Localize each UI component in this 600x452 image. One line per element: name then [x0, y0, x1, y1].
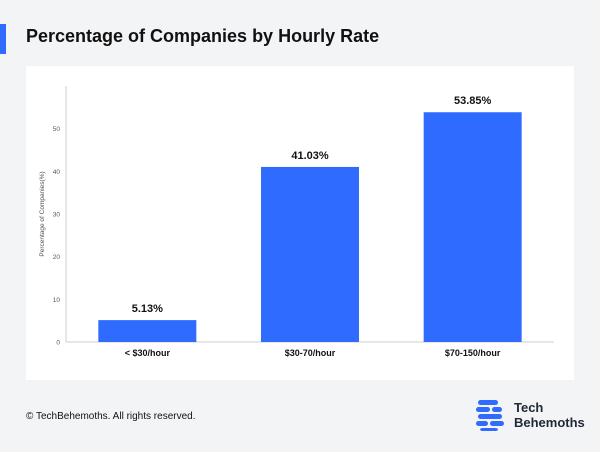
y-tick-label: 10	[53, 297, 61, 304]
page-title: Percentage of Companies by Hourly Rate	[26, 26, 380, 46]
y-tick-label: 50	[53, 126, 61, 133]
x-tick-label: $70-150/hour	[445, 348, 501, 358]
y-tick-label: 40	[53, 169, 61, 176]
y-tick-label: 30	[53, 212, 61, 219]
data-label: 53.85%	[454, 95, 492, 107]
brand-logo: Tech Behemoths	[476, 398, 585, 432]
techbehemoths-logo-icon	[476, 400, 504, 431]
bar	[98, 320, 197, 342]
brand-name-line2: Behemoths	[514, 415, 585, 430]
logo-segment	[490, 421, 504, 426]
bar	[423, 112, 522, 342]
brand-name-line1: Tech	[514, 400, 544, 415]
y-axis-label: Percentage of Companies(%)	[39, 171, 46, 256]
y-tick-label: 0	[56, 340, 60, 347]
data-label: 41.03%	[291, 150, 329, 162]
data-label: 5.13%	[132, 303, 163, 315]
bar-chart: 0 10 20 30 40 50 Percentage of Companies(%) 5.1…	[39, 86, 554, 358]
logo-segment	[492, 407, 502, 412]
logo-segment	[476, 407, 490, 412]
logo-segment	[478, 414, 502, 419]
chart-card: 0 10 20 30 40 50 Percentage of Companies(%) 5.1…	[26, 66, 574, 380]
title-accent-bar	[0, 24, 6, 54]
x-tick-label: $30-70/hour	[285, 348, 336, 358]
x-tick-label: < $30/hour	[125, 348, 171, 358]
logo-segment	[478, 400, 498, 405]
y-tick-label: 20	[53, 254, 61, 261]
logo-segment	[480, 428, 498, 431]
logo-segment	[476, 421, 488, 426]
bar	[261, 166, 359, 342]
copyright-text: © TechBehemoths. All rights reserved.	[26, 411, 196, 422]
